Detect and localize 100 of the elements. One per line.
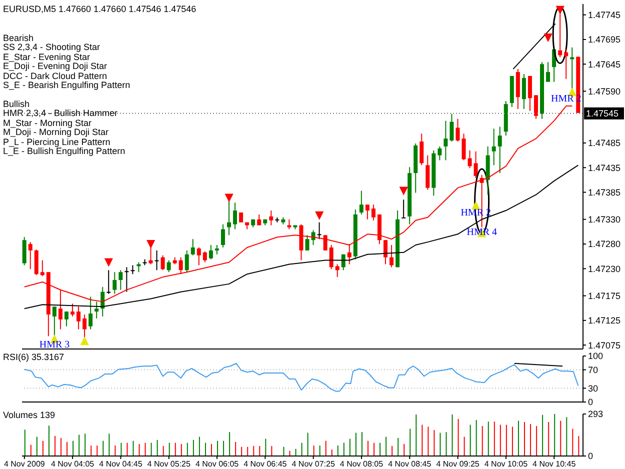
candlestick — [498, 126, 502, 174]
candlestick — [64, 311, 68, 327]
candlestick — [257, 214, 262, 226]
candlestick — [438, 146, 442, 161]
point — [146, 240, 155, 248]
candlestick — [317, 222, 322, 240]
candlestick — [371, 204, 376, 221]
candlestick — [420, 133, 424, 166]
point — [104, 258, 113, 266]
x-tick-label: 4 Nov 07:25 — [292, 460, 336, 469]
y-tick-label: 70 — [588, 364, 598, 375]
x-tick-label: 4 Nov 10:45 — [532, 460, 576, 469]
candlestick — [335, 264, 340, 278]
candlestick — [118, 270, 123, 290]
candlestick — [384, 240, 388, 265]
candlestick — [184, 250, 189, 273]
x-tick-label: 4 Nov 09:25 — [436, 460, 480, 469]
candlestick — [52, 306, 56, 337]
candlestick — [178, 256, 183, 275]
x-tick-label: 4 Nov 06:45 — [244, 460, 288, 469]
candlestick — [160, 254, 165, 271]
candlestick — [112, 272, 117, 294]
line-series — [24, 362, 579, 392]
y-tick-label: 0 — [588, 397, 594, 408]
candlestick — [154, 250, 159, 271]
candlestick — [323, 234, 328, 251]
ref-line-label: 1.47545 — [586, 108, 619, 118]
chart-title: Volumes 139 — [3, 410, 56, 420]
candlestick — [534, 94, 538, 120]
candlestick — [359, 190, 364, 215]
candlestick — [269, 210, 274, 226]
y-tick-label: 1.47330 — [588, 214, 621, 225]
y-tick-label: 0 — [588, 451, 594, 462]
candlestick — [474, 150, 478, 178]
y-tick-label: 293 — [588, 409, 604, 420]
x-tick-label: 4 Nov 04:45 — [99, 460, 143, 469]
annotation: SS 2,3,4 - Shooting Star — [3, 42, 102, 52]
x-tick-label: 4 Nov 04:05 — [50, 460, 95, 469]
annotation: P_L - Piercing Line Pattern — [3, 136, 112, 147]
point — [315, 211, 324, 220]
chart-title: EURUSD,M5 1.47660 1.47660 1.47546 1.47546 — [3, 4, 196, 14]
candlestick — [468, 150, 472, 169]
candlestick — [329, 244, 334, 270]
y-tick-label: 1.47125 — [588, 316, 621, 326]
candlestick — [166, 260, 171, 273]
y-tick-label: 1.47695 — [588, 34, 621, 45]
candlestick — [88, 296, 93, 330]
y-tick-label: 100 — [588, 351, 604, 362]
annotation: E_Star - Evening Star — [3, 52, 92, 62]
annotation: M_Doji - Morning Doji Star — [3, 127, 110, 138]
line-series — [24, 164, 579, 310]
candlestick — [208, 244, 213, 260]
candlestick — [426, 154, 430, 190]
annotation: S_E - Bearish Engulfing Pattern — [3, 80, 132, 90]
y-tick-label: 30 — [588, 383, 598, 394]
candlestick — [233, 202, 238, 230]
candlestick — [365, 204, 370, 220]
y-tick-label: 1.47745 — [588, 10, 621, 20]
x-tick-label: 4 Nov 06:05 — [195, 460, 240, 469]
candlestick — [347, 244, 352, 265]
candlestick — [22, 236, 26, 266]
candlestick — [462, 133, 466, 161]
point — [225, 194, 234, 202]
annotation: HMR 2,3,4 - Bullish Hammer — [3, 108, 119, 118]
annotation: M_Star - Morning Star — [3, 118, 93, 128]
point — [80, 337, 89, 346]
annotation: E_Doji - Evening Doji Star — [3, 61, 108, 72]
y-tick-label: 1.47485 — [588, 138, 621, 148]
candlestick — [70, 303, 74, 317]
annotation: Bullish — [3, 98, 31, 109]
candlestick — [34, 248, 38, 276]
candlestick — [214, 244, 219, 255]
annotation: DCC - Dark Cloud Pattern — [3, 70, 108, 81]
candlestick — [40, 260, 44, 277]
y-tick-label: 1.47385 — [588, 187, 621, 198]
x-tick-label: 4 Nov 08:45 — [388, 460, 432, 469]
candlestick — [124, 266, 129, 292]
candlestick — [287, 218, 292, 230]
x-tick-label: 4 Nov 08:05 — [340, 460, 384, 469]
candlestick — [106, 270, 111, 294]
candlestick — [130, 264, 135, 275]
candlestick — [390, 244, 394, 268]
candlestick — [444, 120, 448, 161]
candlestick — [522, 73, 526, 110]
candlestick — [136, 262, 141, 273]
candlestick — [570, 46, 574, 90]
annotation: L_E - Bullish Engulfing Pattern — [3, 146, 126, 156]
candlestick — [190, 238, 195, 256]
candlestick — [546, 62, 550, 82]
candlestick — [82, 314, 87, 339]
x-tick-label: 4 Nov 2009 — [4, 460, 46, 469]
candlestick — [76, 306, 81, 330]
candlestick — [202, 250, 207, 263]
chart-title: RSI(6) 35.3167 — [3, 352, 64, 362]
point — [400, 186, 408, 195]
y-tick-label: 1.47280 — [588, 239, 621, 250]
annotation: HMR 3 — [39, 340, 70, 351]
candlestick — [94, 301, 99, 319]
candlestick — [196, 246, 201, 266]
candlestick — [227, 200, 232, 236]
